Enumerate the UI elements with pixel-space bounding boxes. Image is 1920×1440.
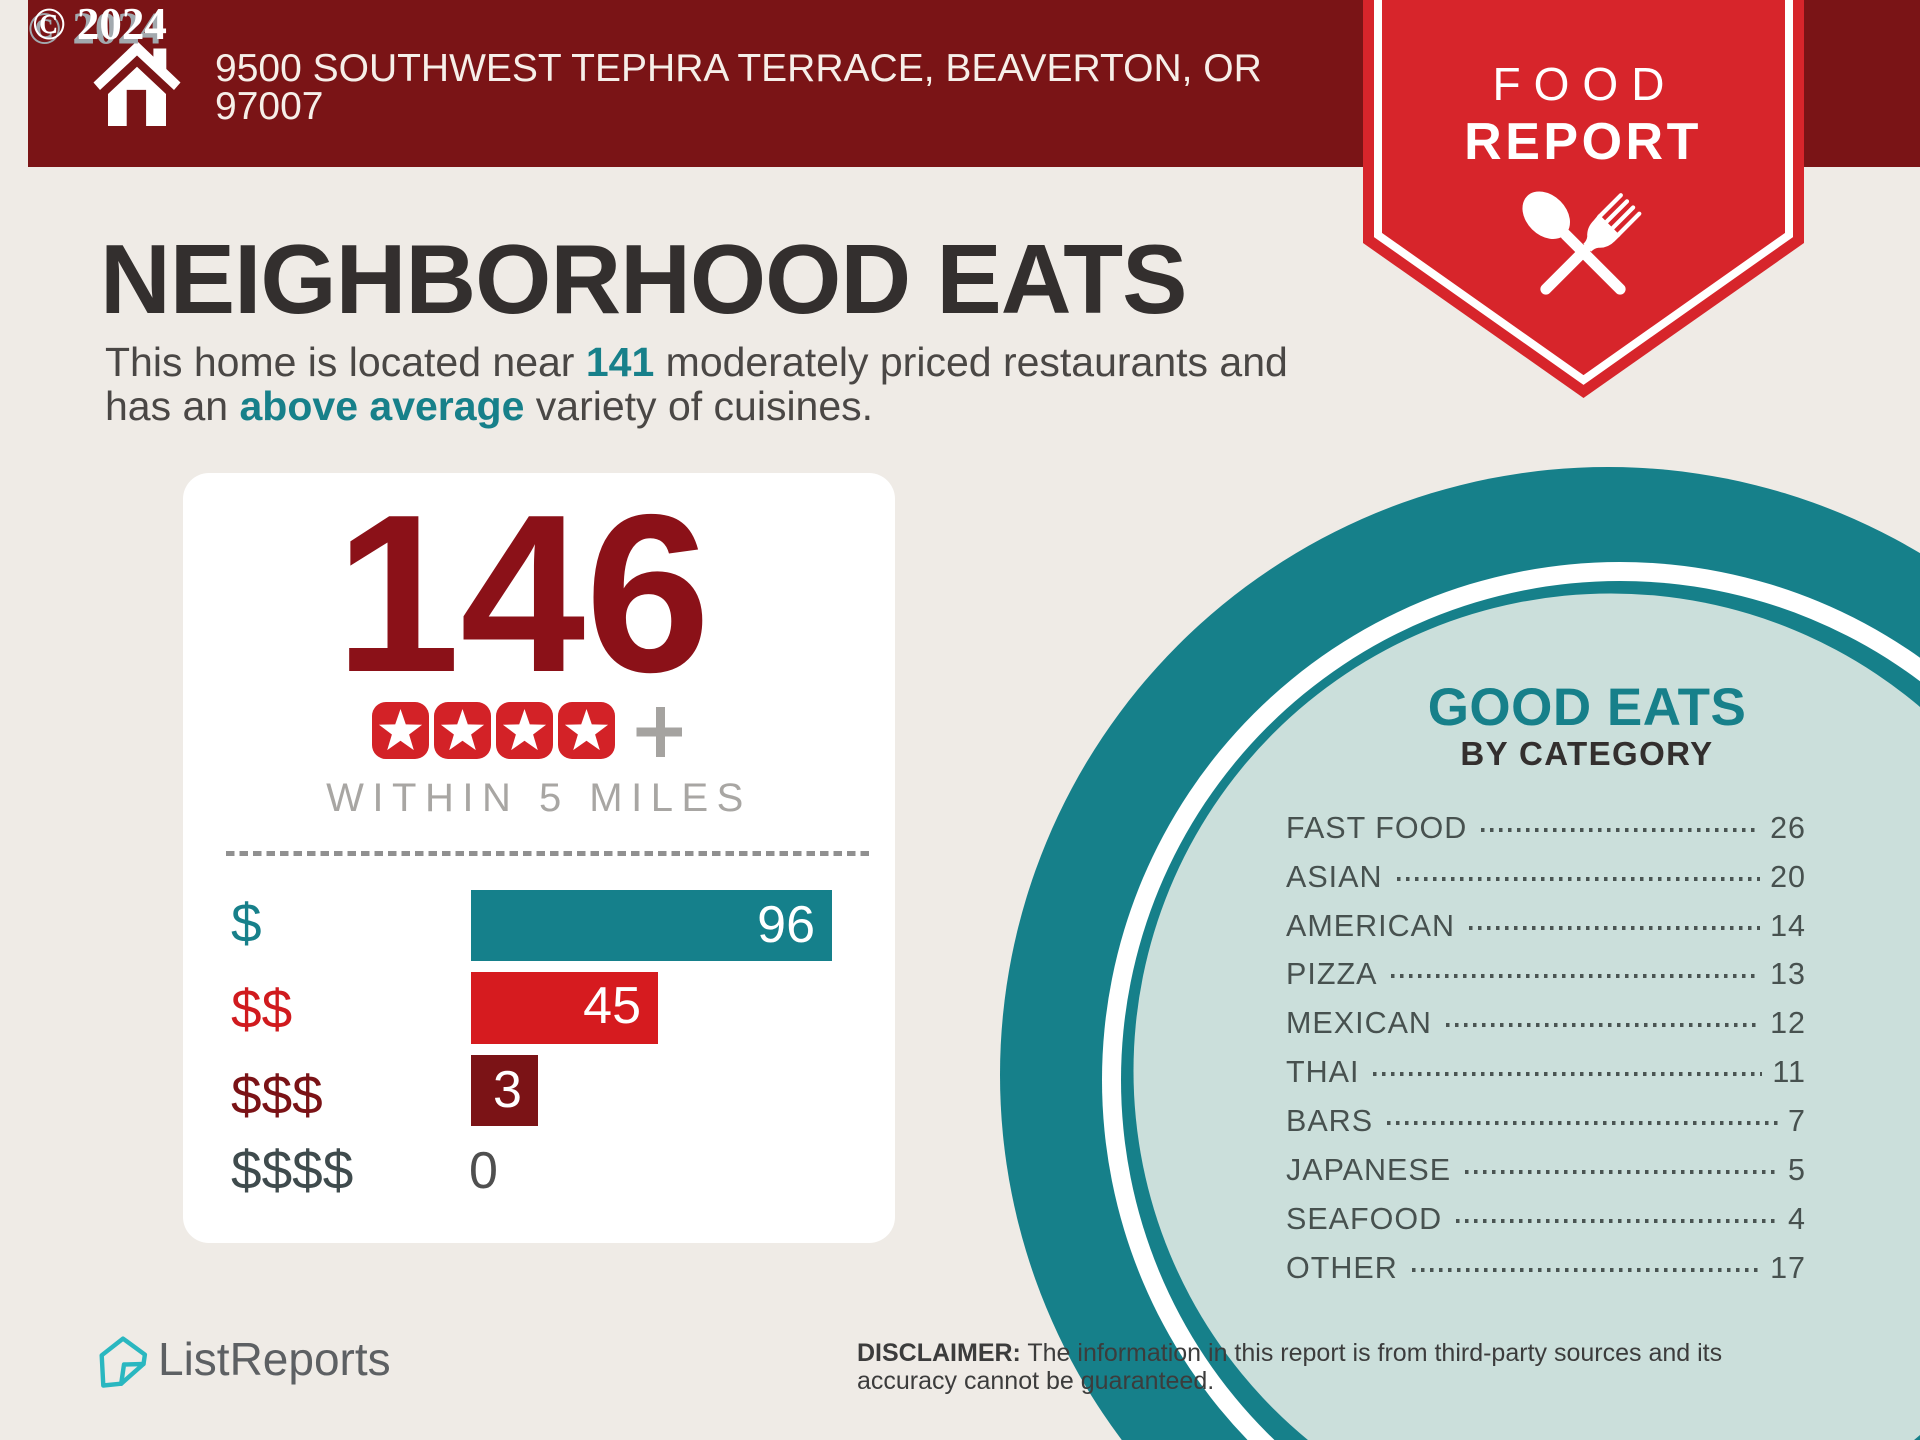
svg-text:© 2024: © 2024: [32, 0, 167, 49]
svg-text:FOOD: FOOD: [1493, 58, 1678, 110]
svg-text:© 2024: © 2024: [28, 3, 163, 53]
svg-text:REPORT: REPORT: [1464, 113, 1702, 171]
